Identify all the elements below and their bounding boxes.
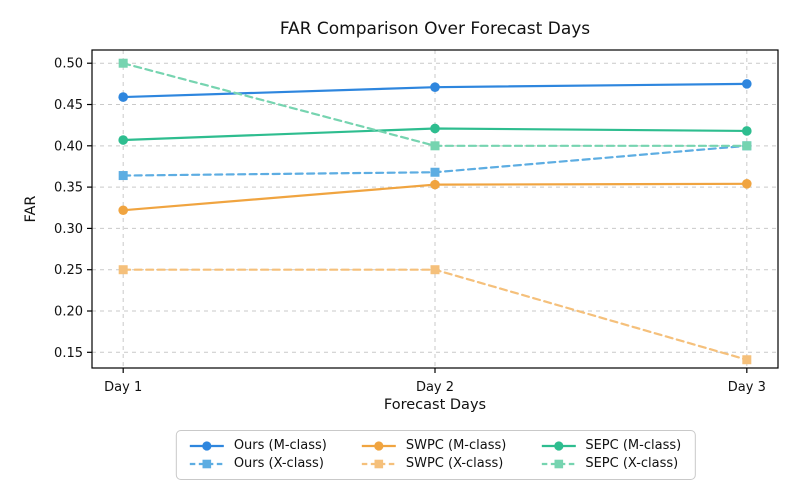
legend-sample-sepc-x-icon: [541, 459, 576, 468]
legend-label: SWPC (M-class): [405, 438, 507, 453]
grid-layer: [92, 50, 778, 368]
series-layer: [118, 58, 752, 365]
y-axis-label: FAR: [23, 195, 39, 222]
legend-item-sepc-x: SEPC (X-class): [540, 456, 681, 471]
legend-label: Ours (M-class): [233, 438, 327, 453]
legend-label: SEPC (X-class): [585, 456, 679, 471]
legend-marker-circle: [374, 440, 384, 451]
legend-sample-swpc-m-icon: [361, 440, 396, 451]
axes-spine: [91, 49, 779, 369]
legend-marker-square: [554, 459, 563, 468]
data-point-circle: [118, 92, 128, 102]
y-tick-label: 0.25: [54, 263, 83, 278]
data-point-circle: [430, 123, 440, 134]
data-point-square: [430, 167, 440, 177]
legend-sample-swpc-x-icon: [361, 459, 396, 468]
legend-sample-sepc-m-icon: [541, 440, 576, 451]
data-point-square: [430, 265, 440, 275]
y-tick-label: 0.15: [54, 346, 83, 361]
data-point-circle: [430, 82, 440, 92]
data-point-square: [742, 355, 752, 365]
legend-marker-circle: [202, 440, 212, 451]
x-tick-label: Day 3: [728, 380, 766, 395]
data-point-square: [118, 265, 128, 275]
y-tick-label: 0.45: [54, 98, 83, 113]
data-point-square: [118, 58, 128, 68]
legend-item-swpc-x: SWPC (X-class): [361, 456, 506, 471]
data-point-circle: [118, 205, 128, 216]
x-tick-label: Day 1: [104, 380, 142, 395]
legend-marker-square: [374, 459, 384, 468]
legend-sample-ours-x-icon: [189, 459, 224, 468]
legend-item-sepc-m: SEPC (M-class): [540, 438, 681, 453]
legend-item-ours-m: Ours (M-class): [189, 438, 327, 453]
x-axis-label: Forecast Days: [384, 397, 486, 413]
legend-label: SWPC (X-class): [405, 456, 504, 471]
legend-marker-square: [202, 459, 212, 468]
data-point-circle: [742, 79, 752, 89]
data-point-circle: [118, 135, 128, 145]
data-point-circle: [742, 126, 752, 136]
y-tick-label: 0.50: [54, 57, 83, 72]
data-point-square: [118, 171, 128, 181]
legend-label: Ours (X-class): [233, 456, 324, 471]
y-tick-label: 0.30: [54, 222, 83, 237]
data-point-circle: [430, 179, 440, 190]
legend-sample-ours-m-icon: [189, 440, 224, 451]
x-tick-label: Day 2: [416, 380, 454, 395]
chart-title: FAR Comparison Over Forecast Days: [280, 19, 590, 39]
legend-marker-circle: [553, 440, 563, 451]
data-point-circle: [742, 179, 752, 189]
y-tick-label: 0.40: [54, 139, 83, 154]
y-tick-label: 0.20: [54, 305, 83, 320]
chart-legend: Ours (M-class) Ours (X-class) SWPC (M-cl…: [175, 430, 697, 480]
y-tick-label: 0.35: [54, 181, 83, 196]
legend-item-ours-x: Ours (X-class): [189, 456, 327, 471]
data-point-square: [430, 141, 440, 151]
data-point-square: [742, 141, 752, 151]
tick-layer: 0.15 0.20 0.25 0.30 0.35 0.40 0.45 0.50 Day 1 Day…: [54, 57, 766, 395]
legend-label: SEPC (M-class): [585, 438, 682, 453]
legend-item-swpc-m: SWPC (M-class): [361, 438, 506, 453]
